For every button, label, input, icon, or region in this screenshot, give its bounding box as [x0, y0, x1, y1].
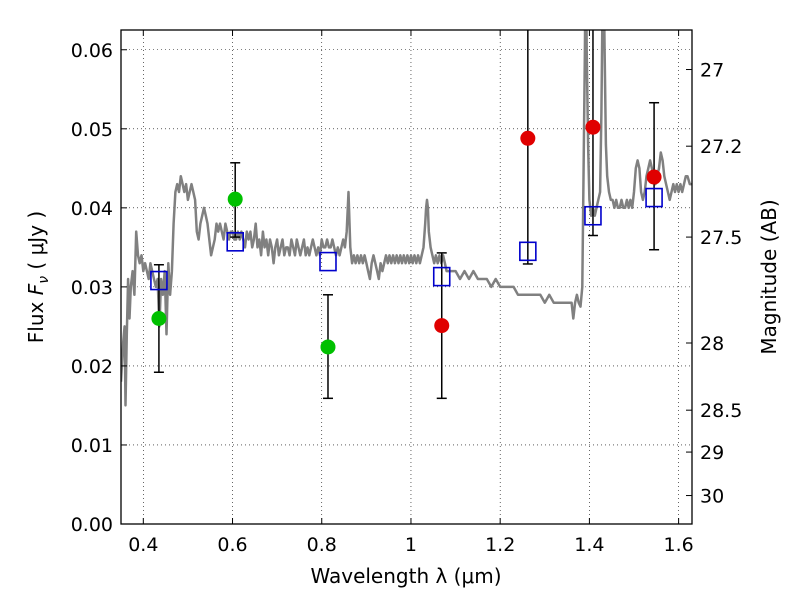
- x-tick-label: 1.4: [574, 534, 604, 556]
- magnitude-tick-label: 29: [700, 442, 724, 464]
- x-tick-label: 1.6: [664, 534, 694, 556]
- magnitude-tick-label: 28.5: [700, 400, 742, 422]
- magnitude-tick-label: 28: [700, 333, 724, 355]
- y-axis-title-suffix: ( μJy ): [24, 211, 48, 276]
- observed-flux-point: [646, 169, 662, 185]
- observed-flux-point: [585, 119, 601, 135]
- model-photometry-square: [645, 187, 663, 208]
- observed-flux-point: [151, 310, 167, 326]
- x-tick-label: 1: [405, 534, 417, 556]
- model-spectrum-line: [121, 30, 692, 407]
- x-tick-label: 0.4: [128, 534, 158, 556]
- x-axis-title: Wavelength λ (μm): [310, 564, 501, 588]
- observed-flux-point: [227, 191, 243, 207]
- y-axis-title: Flux Fν ( μJy ): [24, 211, 52, 343]
- plot-frame: [120, 29, 693, 525]
- data-layer: [121, 30, 692, 407]
- x-tick-label: 0.8: [307, 534, 337, 556]
- magnitude-tick-label: 27: [700, 60, 724, 82]
- observed-flux-point: [320, 339, 336, 355]
- y-axis-title-prefix: Flux: [24, 295, 48, 343]
- y-tick-label: 0.00: [71, 514, 113, 536]
- model-photometry-square: [319, 251, 337, 272]
- magnitude-tick-label: 27.5: [700, 227, 742, 249]
- model-photometry-square: [519, 241, 537, 262]
- y-tick-label: 0.06: [71, 40, 113, 62]
- y-tick-label: 0.02: [71, 356, 113, 378]
- observed-flux-point: [434, 318, 450, 334]
- magnitude-tick-label: 27.2: [700, 136, 742, 158]
- y-tick-label: 0.04: [71, 198, 113, 220]
- x-tick-label: 0.6: [217, 534, 247, 556]
- model-photometry-square: [432, 266, 451, 287]
- y-axis-title-subscript: ν: [36, 276, 52, 284]
- y-tick-label: 0.05: [71, 119, 113, 141]
- y-tick-label: 0.01: [71, 435, 113, 457]
- observed-flux-point: [520, 130, 536, 146]
- y-axis-title-symbol: F: [24, 283, 48, 295]
- magnitude-tick-label: 30: [700, 486, 724, 508]
- model-photometry-square: [584, 205, 602, 226]
- tick-layer: 0.4 0.6 0.8 1 1.2 1.4 1.6 0.00 0.01 0.02 0.03 0.04 0…: [71, 30, 742, 556]
- y-tick-label: 0.03: [71, 277, 113, 299]
- model-photometry-square: [226, 232, 244, 252]
- x-tick-label: 1.2: [485, 534, 515, 556]
- magnitude-axis-title: Magnitude (AB): [757, 199, 781, 354]
- model-photometry-square: [150, 270, 168, 291]
